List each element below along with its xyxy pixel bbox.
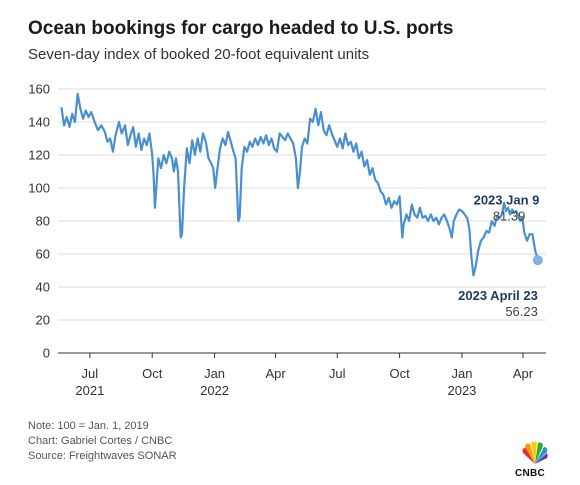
gridlines xyxy=(58,88,546,321)
chart-notes: Note: 100 = Jan. 1, 2019 Chart: Gabriel … xyxy=(28,419,177,464)
y-tick-label: 120 xyxy=(28,148,50,163)
x-tick-label: Oct xyxy=(389,366,410,381)
x-tick-label: Jan xyxy=(204,366,225,381)
note-text: Note: 100 = Jan. 1, 2019 xyxy=(28,420,149,432)
x-tick-label: Jul xyxy=(329,366,346,381)
x-axis-tick-labels: Jul 2021 Oct Jan 2022 Apr Jul Oct Jan 2023 Apr xyxy=(75,353,534,398)
source-text: Source: Freightwaves SONAR xyxy=(28,450,177,462)
chart-title: Ocean bookings for cargo headed to U.S. … xyxy=(28,18,454,39)
y-tick-label: 20 xyxy=(36,313,50,328)
series-line xyxy=(60,92,539,277)
y-tick-label: 100 xyxy=(28,181,50,196)
y-tick-label: 60 xyxy=(36,247,50,262)
annotation-value: 56.23 xyxy=(505,304,538,319)
annotation-title: 2023 April 23 xyxy=(458,288,538,303)
logo-text: CNBC xyxy=(514,468,546,479)
y-tick-label: 80 xyxy=(36,214,50,229)
y-tick-label: 160 xyxy=(28,82,50,97)
line-chart: 0 20 40 60 80 100 120 140 160 Jul 2021 Oct Jan 2022 A… xyxy=(28,82,546,398)
x-tick-year-label: 2022 xyxy=(200,383,229,398)
x-tick-label: Apr xyxy=(513,366,534,381)
x-tick-label: Oct xyxy=(142,366,163,381)
annotation-value: 81.39 xyxy=(493,209,526,224)
end-point-marker xyxy=(532,255,543,266)
x-tick-year-label: 2021 xyxy=(75,383,104,398)
annotation-title: 2023 Jan 9 xyxy=(474,193,540,208)
x-tick-label: Jan xyxy=(451,366,472,381)
chart-subtitle: Seven-day index of booked 20-foot equiva… xyxy=(28,46,370,63)
y-tick-label: 140 xyxy=(28,115,50,130)
y-tick-label: 0 xyxy=(43,346,50,361)
x-tick-year-label: 2023 xyxy=(447,383,476,398)
y-tick-label: 40 xyxy=(36,280,50,295)
x-tick-label: Apr xyxy=(265,366,286,381)
x-tick-label: Jul xyxy=(82,366,99,381)
credit-text: Chart: Gabriel Cortes / CNBC xyxy=(28,435,173,447)
peacock-logo-icon xyxy=(522,441,548,464)
y-axis-tick-labels: 0 20 40 60 80 100 120 140 160 xyxy=(28,82,50,361)
